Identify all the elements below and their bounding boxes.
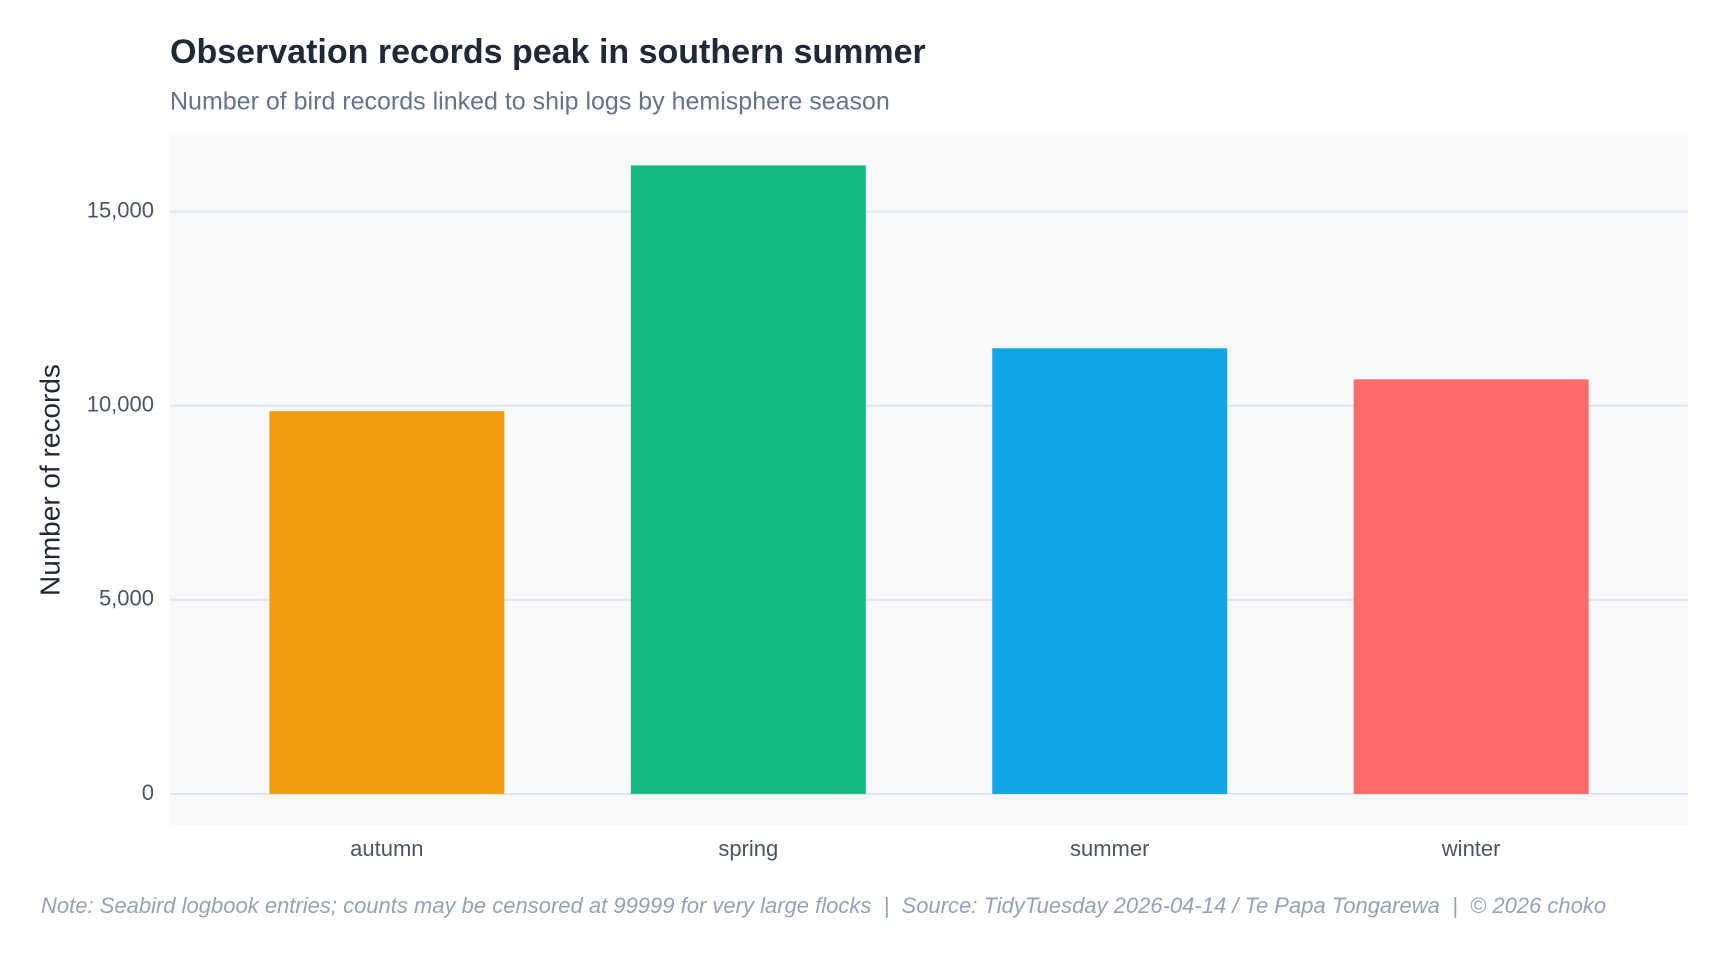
x-tick-label: summer (1070, 836, 1149, 861)
y-tick-label: 15,000 (87, 197, 154, 222)
chart-title: Observation records peak in southern sum… (170, 33, 926, 71)
bar (992, 348, 1228, 794)
footnote: Note: Seabird logbook entries; counts ma… (41, 893, 1606, 918)
y-tick-label: 0 (142, 780, 154, 805)
bar (1353, 379, 1589, 794)
y-axis-title: Number of records (34, 364, 65, 596)
y-tick-label: 5,000 (99, 586, 154, 611)
bar (630, 165, 866, 794)
chart-subtitle: Number of bird records linked to ship lo… (170, 88, 890, 116)
x-tick-label: autumn (350, 836, 423, 861)
bar (269, 411, 505, 794)
x-tick-label: spring (718, 836, 778, 861)
x-tick-label: winter (1441, 836, 1501, 861)
y-tick-label: 10,000 (87, 392, 154, 417)
